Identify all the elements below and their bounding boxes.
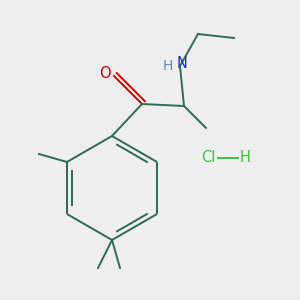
Text: N: N — [177, 56, 188, 71]
Text: O: O — [99, 67, 111, 82]
Text: H: H — [163, 59, 173, 73]
Text: H: H — [240, 151, 250, 166]
Text: Cl: Cl — [201, 151, 215, 166]
